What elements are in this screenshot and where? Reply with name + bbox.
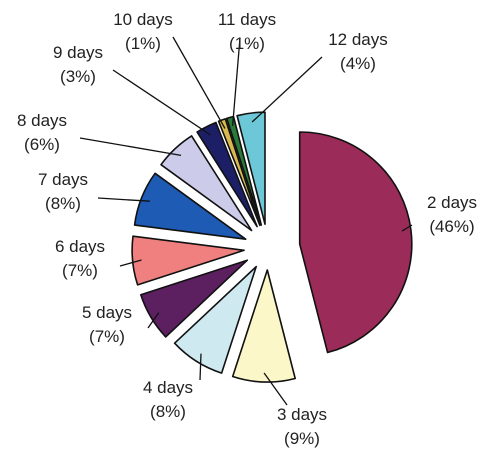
leader-line-3-days [263, 372, 288, 406]
slice-percent-2-days: (46%) [429, 217, 474, 236]
slice-percent-6-days: (7%) [62, 261, 98, 280]
slice-percent-3-days: (9%) [284, 429, 320, 448]
leader-line-4-days [199, 353, 202, 381]
slice-percent-8-days: (6%) [24, 135, 60, 154]
slice-label-8-days: 8 days [17, 111, 67, 130]
leader-line-10-days [172, 36, 226, 129]
slice-percent-12-days: (4%) [340, 54, 376, 73]
slice-label-5-days: 5 days [82, 303, 132, 322]
pie-slice-5-days [140, 259, 249, 338]
leader-line-2-days [401, 224, 413, 232]
pie-slice-7-days [133, 172, 247, 240]
pie-slice-8-days [160, 135, 253, 232]
leader-line-11-days [231, 37, 241, 127]
leader-line-7-days [97, 197, 150, 202]
pie-slice-4-days [173, 265, 257, 374]
leader-lines [79, 36, 413, 406]
pie-slice-9-days [196, 121, 258, 228]
pie-slice-6-days [131, 235, 245, 286]
slice-percent-9-days: (3%) [60, 67, 96, 86]
pie-slices [131, 111, 413, 383]
pie-slice-12-days [236, 111, 266, 225]
slice-label-6-days: 6 days [55, 237, 105, 256]
slice-percent-4-days: (8%) [150, 402, 186, 421]
slice-label-7-days: 7 days [38, 170, 88, 189]
slice-percent-10-days: (1%) [125, 34, 161, 53]
leader-line-12-days [251, 56, 323, 123]
pie-slice-3-days [231, 269, 296, 383]
slice-percent-11-days: (1%) [229, 34, 265, 53]
pie-slice-2-days [298, 131, 413, 354]
slice-percent-5-days: (7%) [89, 327, 125, 346]
leader-line-6-days [119, 259, 142, 267]
slice-label-3-days: 3 days [277, 405, 327, 424]
slice-percent-7-days: (8%) [45, 194, 81, 213]
slice-label-2-days: 2 days [427, 193, 477, 212]
slice-label-10-days: 10 days [113, 10, 173, 29]
leader-line-5-days [147, 312, 160, 329]
slice-label-9-days: 9 days [53, 43, 103, 62]
slice-label-12-days: 12 days [328, 30, 388, 49]
leader-line-9-days [112, 69, 211, 136]
slice-label-4-days: 4 days [143, 378, 193, 397]
leader-line-8-days [79, 137, 182, 157]
slice-label-11-days: 11 days [218, 10, 276, 29]
slice-labels: 2 days (46%) 3 days (9%) 4 days (8%) 5 days (7%… [17, 10, 477, 448]
pie-slice-10-days [217, 118, 261, 227]
